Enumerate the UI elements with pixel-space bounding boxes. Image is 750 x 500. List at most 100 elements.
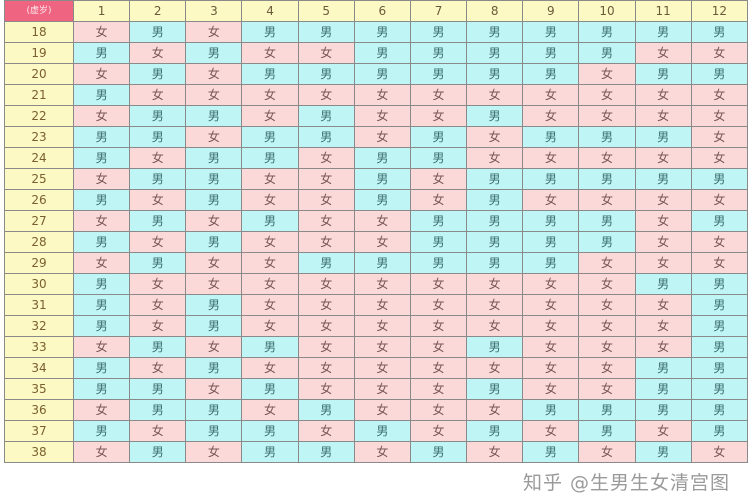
cell-girl: 女 (129, 357, 187, 379)
cell-boy: 男 (185, 357, 243, 379)
cell-boy: 男 (185, 168, 243, 190)
age-cell: 35 (4, 378, 74, 400)
cell-girl: 女 (72, 252, 131, 274)
cell-girl: 女 (690, 231, 749, 253)
month-header: 2 (129, 0, 187, 22)
cell-girl: 女 (522, 84, 580, 106)
cell-girl: 女 (690, 42, 749, 64)
cell-girl: 女 (634, 210, 692, 232)
cell-boy: 男 (129, 336, 187, 358)
cell-boy: 男 (466, 378, 524, 400)
cell-boy: 男 (522, 21, 580, 43)
cell-boy: 男 (353, 42, 411, 64)
cell-girl: 女 (409, 378, 468, 400)
cell-girl: 女 (578, 294, 636, 316)
cell-girl: 女 (466, 399, 524, 421)
cell-girl: 女 (241, 84, 299, 106)
cell-girl: 女 (185, 252, 243, 274)
cell-boy: 男 (522, 399, 580, 421)
cell-girl: 女 (409, 84, 468, 106)
table-row: 25 女男男女女男女男男男男男 (4, 168, 749, 190)
cell-boy: 男 (409, 63, 468, 85)
month-header: 4 (241, 0, 299, 22)
cell-boy: 男 (466, 189, 524, 211)
age-cell: 33 (4, 336, 74, 358)
cell-boy: 男 (409, 42, 468, 64)
cell-boy: 男 (241, 210, 299, 232)
cell-boy: 男 (72, 294, 131, 316)
cell-girl: 女 (241, 168, 299, 190)
cell-boy: 男 (185, 147, 243, 169)
cell-boy: 男 (72, 189, 131, 211)
cell-boy: 男 (409, 210, 468, 232)
table-row: 19 男女男女女男男男男男女女 (4, 42, 749, 64)
cell-boy: 男 (522, 168, 580, 190)
cell-boy: 男 (466, 168, 524, 190)
cell-boy: 男 (690, 21, 749, 43)
cell-girl: 女 (353, 84, 411, 106)
cell-boy: 男 (466, 42, 524, 64)
cell-boy: 男 (129, 252, 187, 274)
cell-boy: 男 (634, 273, 692, 295)
cell-girl: 女 (634, 420, 692, 442)
cell-boy: 男 (353, 147, 411, 169)
age-column-header: (虚岁) (4, 0, 74, 22)
cell-girl: 女 (297, 147, 355, 169)
cell-boy: 男 (409, 126, 468, 148)
age-cell: 18 (4, 21, 74, 43)
table-row: 30 男女女女女女女女女女男男 (4, 273, 749, 295)
cell-boy: 男 (129, 210, 187, 232)
month-header: 1 (72, 0, 131, 22)
cell-girl: 女 (241, 315, 299, 337)
month-header: 6 (353, 0, 411, 22)
cell-girl: 女 (241, 273, 299, 295)
cell-boy: 男 (409, 252, 468, 274)
cell-girl: 女 (522, 357, 580, 379)
age-cell: 25 (4, 168, 74, 190)
cell-girl: 女 (578, 147, 636, 169)
cell-boy: 男 (578, 168, 636, 190)
cell-girl: 女 (690, 441, 749, 463)
table-row: 26 男女男女女男女男女女女女 (4, 189, 749, 211)
cell-girl: 女 (297, 210, 355, 232)
cell-boy: 男 (634, 378, 692, 400)
cell-girl: 女 (634, 42, 692, 64)
cell-boy: 男 (466, 63, 524, 85)
cell-boy: 男 (522, 231, 580, 253)
cell-girl: 女 (185, 21, 243, 43)
cell-girl: 女 (297, 189, 355, 211)
cell-boy: 男 (634, 399, 692, 421)
cell-boy: 男 (72, 273, 131, 295)
cell-boy: 男 (72, 147, 131, 169)
cell-girl: 女 (353, 336, 411, 358)
cell-boy: 男 (690, 210, 749, 232)
cell-boy: 男 (522, 42, 580, 64)
cell-boy: 男 (241, 126, 299, 148)
cell-boy: 男 (353, 189, 411, 211)
cell-girl: 女 (466, 441, 524, 463)
cell-girl: 女 (634, 294, 692, 316)
watermark: 知乎 @生男生女清宫图 (522, 472, 730, 494)
table-row: 31 男女男女女女女女女女女男 (4, 294, 749, 316)
cell-girl: 女 (466, 84, 524, 106)
cell-girl: 女 (578, 63, 636, 85)
cell-boy: 男 (690, 399, 749, 421)
age-cell: 38 (4, 441, 74, 463)
cell-girl: 女 (522, 378, 580, 400)
cell-boy: 男 (353, 21, 411, 43)
cell-boy: 男 (634, 357, 692, 379)
age-cell: 34 (4, 357, 74, 379)
cell-girl: 女 (634, 189, 692, 211)
age-cell: 27 (4, 210, 74, 232)
cell-boy: 男 (409, 147, 468, 169)
cell-boy: 男 (690, 168, 749, 190)
cell-girl: 女 (297, 315, 355, 337)
cell-girl: 女 (185, 63, 243, 85)
table-row: 24 男女男男女男男女女女女女 (4, 147, 749, 169)
cell-boy: 男 (466, 231, 524, 253)
cell-girl: 女 (578, 378, 636, 400)
cell-girl: 女 (409, 420, 468, 442)
cell-girl: 女 (185, 336, 243, 358)
month-header: 11 (634, 0, 692, 22)
cell-girl: 女 (578, 189, 636, 211)
